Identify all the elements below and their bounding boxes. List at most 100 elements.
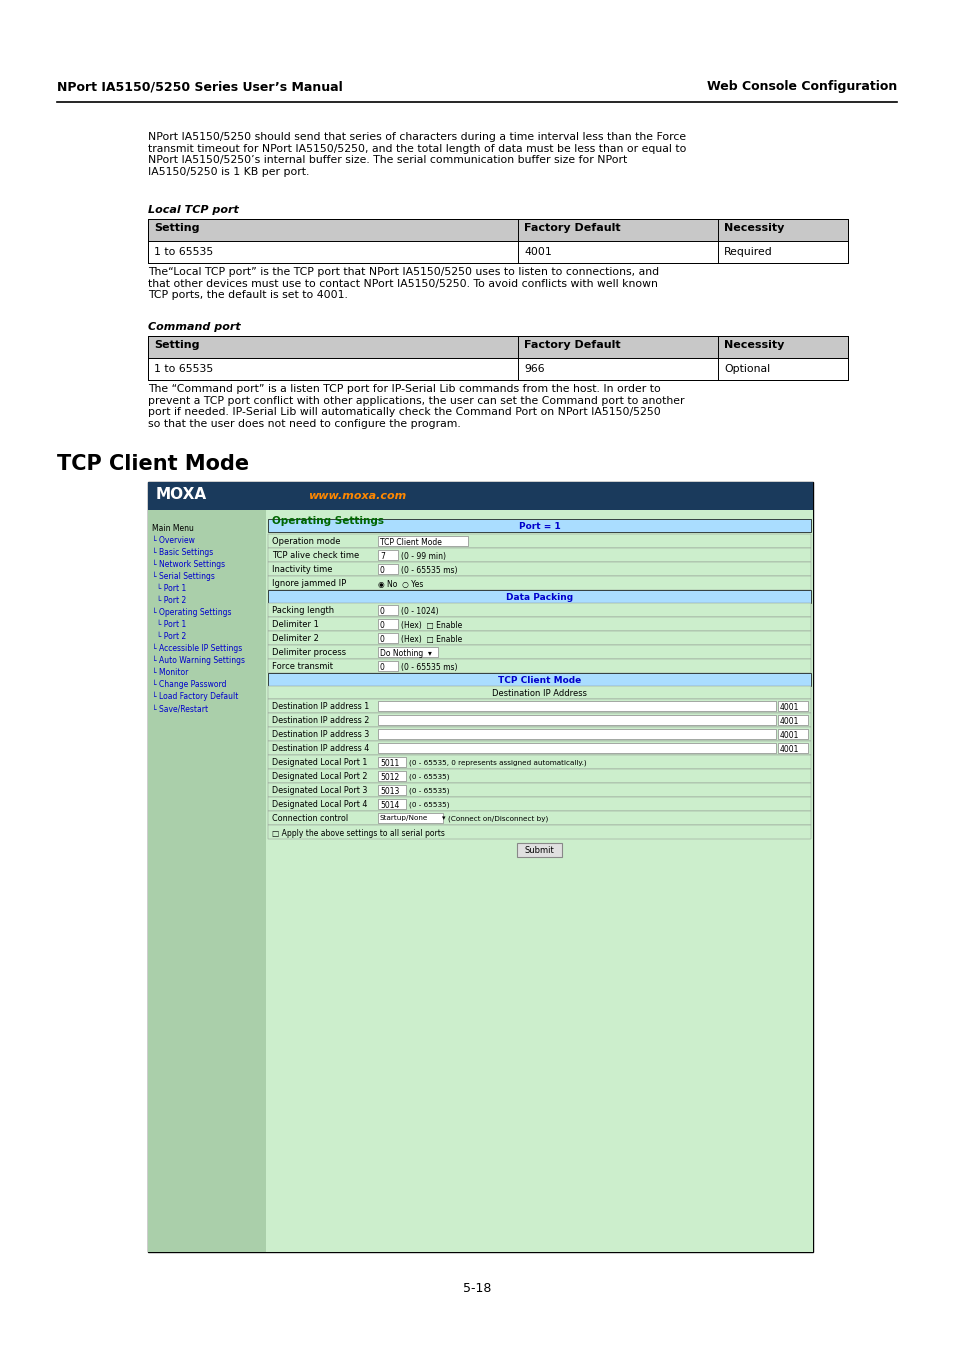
Bar — [268, 796, 810, 811]
Text: └ Operating Settings: └ Operating Settings — [152, 608, 232, 617]
Bar — [148, 358, 847, 379]
Text: (0 - 65535 ms): (0 - 65535 ms) — [400, 566, 457, 575]
Text: www.moxa.com: www.moxa.com — [308, 491, 406, 501]
Text: Designated Local Port 4: Designated Local Port 4 — [272, 801, 367, 809]
Text: 4001: 4001 — [523, 247, 551, 256]
Bar — [778, 743, 807, 753]
Bar — [268, 783, 810, 796]
Text: The “Command port” is a listen TCP port for IP-Serial Lib commands from the host: The “Command port” is a listen TCP port … — [148, 383, 684, 429]
Bar — [377, 647, 437, 657]
Text: Necessity: Necessity — [723, 223, 783, 234]
Text: (0 - 1024): (0 - 1024) — [400, 608, 438, 616]
Text: TCP alive check time: TCP alive check time — [272, 551, 359, 560]
Text: Designated Local Port 1: Designated Local Port 1 — [272, 757, 367, 767]
Text: Destination IP Address: Destination IP Address — [492, 688, 586, 698]
Text: 5011: 5011 — [379, 759, 399, 768]
Text: □ Apply the above settings to all serial ports: □ Apply the above settings to all serial… — [272, 829, 444, 838]
Bar — [377, 784, 406, 795]
Text: (0 - 65535): (0 - 65535) — [409, 801, 449, 807]
Text: (Hex)  □ Enable: (Hex) □ Enable — [400, 634, 462, 644]
Text: └ Port 2: └ Port 2 — [152, 632, 186, 641]
Text: Designated Local Port 3: Designated Local Port 3 — [272, 786, 367, 795]
Bar — [377, 701, 775, 711]
Bar — [377, 620, 397, 629]
Text: Setting: Setting — [153, 340, 199, 350]
Text: Main Menu: Main Menu — [152, 524, 193, 533]
Text: Destination IP address 1: Destination IP address 1 — [272, 702, 369, 711]
Text: └ Monitor: └ Monitor — [152, 668, 188, 676]
Text: Command port: Command port — [148, 323, 240, 332]
Text: Delimiter 1: Delimiter 1 — [272, 620, 318, 629]
Bar — [377, 729, 775, 738]
Text: 1 to 65535: 1 to 65535 — [153, 364, 213, 374]
Text: Data Packing: Data Packing — [505, 593, 573, 602]
Bar — [268, 741, 810, 755]
Bar — [148, 242, 847, 263]
Bar — [268, 769, 810, 783]
Text: Web Console Configuration: Web Console Configuration — [706, 80, 896, 93]
Text: Startup/None: Startup/None — [379, 815, 428, 821]
Text: (0 - 99 min): (0 - 99 min) — [400, 552, 446, 562]
Bar — [778, 716, 807, 725]
Bar — [268, 590, 810, 603]
Text: Submit: Submit — [524, 846, 554, 855]
Bar — [268, 603, 810, 617]
Text: (0 - 65535): (0 - 65535) — [409, 774, 449, 779]
Bar — [268, 518, 810, 532]
Text: Packing length: Packing length — [272, 606, 334, 616]
Text: 5013: 5013 — [379, 787, 399, 796]
Text: 7: 7 — [379, 552, 384, 562]
Text: NPort IA5150/5250 should send that series of characters during a time interval l: NPort IA5150/5250 should send that serie… — [148, 132, 685, 177]
Bar — [268, 686, 810, 699]
Text: └ Accessible IP Settings: └ Accessible IP Settings — [152, 644, 242, 653]
Text: Designated Local Port 2: Designated Local Port 2 — [272, 772, 367, 782]
Bar — [377, 564, 397, 574]
Bar — [268, 825, 810, 838]
Text: └ Port 2: └ Port 2 — [152, 595, 186, 605]
Text: 5014: 5014 — [379, 801, 399, 810]
Bar — [148, 219, 847, 242]
Bar — [268, 617, 810, 630]
Text: └ Auto Warning Settings: └ Auto Warning Settings — [152, 656, 245, 666]
Text: 0: 0 — [379, 663, 384, 672]
Text: 4001: 4001 — [780, 745, 799, 755]
Bar — [377, 536, 468, 545]
Bar — [148, 482, 812, 1251]
Bar — [377, 813, 442, 823]
Text: Local TCP port: Local TCP port — [148, 205, 238, 215]
Text: (0 - 65535 ms): (0 - 65535 ms) — [400, 663, 457, 672]
Text: Operating Settings: Operating Settings — [272, 516, 384, 526]
Text: 0: 0 — [379, 608, 384, 616]
Bar — [268, 562, 810, 576]
Bar — [266, 510, 812, 1251]
Bar — [148, 336, 847, 358]
Text: Destination IP address 3: Destination IP address 3 — [272, 730, 369, 738]
Bar — [778, 701, 807, 711]
Text: └ Overview: └ Overview — [152, 536, 194, 545]
Text: (0 - 65535): (0 - 65535) — [409, 787, 449, 794]
Text: Inactivity time: Inactivity time — [272, 566, 333, 574]
Text: 966: 966 — [523, 364, 544, 374]
Text: Force transmit: Force transmit — [272, 662, 333, 671]
Text: └ Change Password: └ Change Password — [152, 680, 226, 690]
Text: 1 to 65535: 1 to 65535 — [153, 247, 213, 256]
Text: The“Local TCP port” is the TCP port that NPort IA5150/5250 uses to listen to con: The“Local TCP port” is the TCP port that… — [148, 267, 659, 300]
Bar — [377, 716, 775, 725]
Text: 0: 0 — [379, 634, 384, 644]
Text: └ Save/Restart: └ Save/Restart — [152, 703, 208, 713]
Text: 4001: 4001 — [780, 703, 799, 711]
Bar — [148, 510, 266, 1251]
Text: Necessity: Necessity — [723, 340, 783, 350]
Text: └ Port 1: └ Port 1 — [152, 620, 186, 629]
Text: (0 - 65535, 0 represents assigned automatically.): (0 - 65535, 0 represents assigned automa… — [409, 759, 586, 765]
Bar — [148, 336, 847, 379]
Bar — [377, 757, 406, 767]
Text: (Hex)  □ Enable: (Hex) □ Enable — [400, 621, 462, 630]
Bar — [268, 728, 810, 741]
Text: Do Nothing  ▾: Do Nothing ▾ — [379, 649, 432, 657]
Text: Port = 1: Port = 1 — [518, 522, 559, 531]
Bar — [268, 630, 810, 645]
Text: Destination IP address 2: Destination IP address 2 — [272, 716, 369, 725]
Bar — [377, 633, 397, 643]
Text: Factory Default: Factory Default — [523, 340, 620, 350]
